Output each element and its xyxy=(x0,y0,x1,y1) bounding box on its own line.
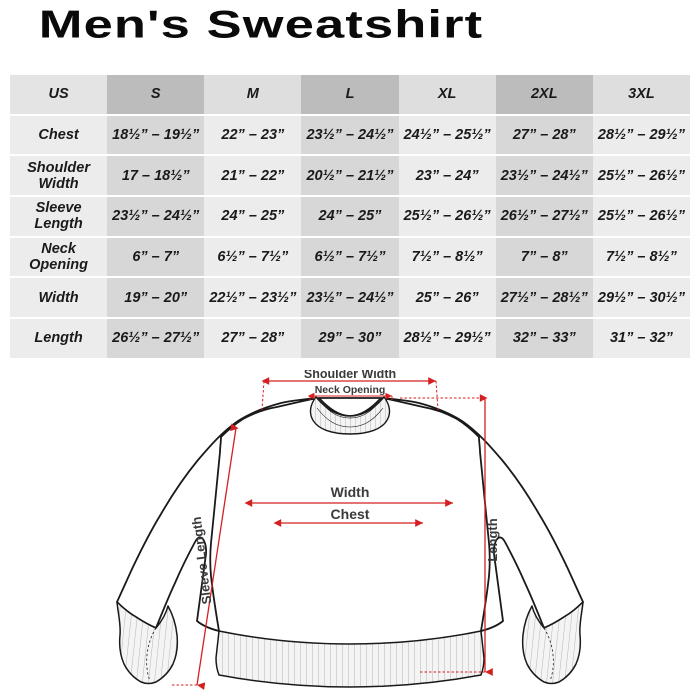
svg-text:Shoulder Width: Shoulder Width xyxy=(304,370,396,381)
svg-text:Chest: Chest xyxy=(331,506,370,522)
svg-text:Length: Length xyxy=(485,518,500,561)
svg-text:Width: Width xyxy=(331,484,370,500)
svg-text:Neck Opening: Neck Opening xyxy=(315,384,386,396)
